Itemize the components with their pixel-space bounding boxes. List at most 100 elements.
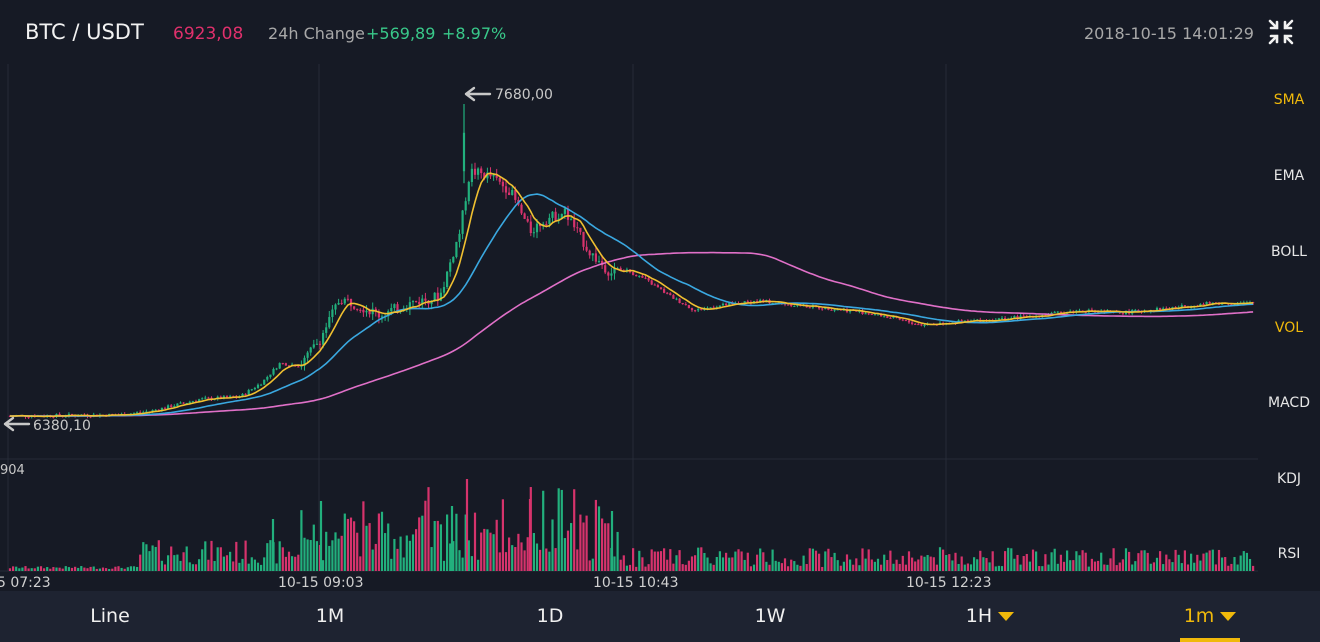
timeframe-1w-button[interactable]: 1W	[710, 591, 830, 642]
volume-bar	[297, 554, 300, 571]
arrow-left-icon	[3, 416, 31, 432]
volume-bar	[752, 564, 756, 571]
volume-bar	[542, 490, 545, 571]
volume-bar	[1174, 549, 1177, 571]
volume-bar	[15, 566, 18, 571]
volume-bar	[805, 564, 808, 571]
volume-bar	[173, 555, 176, 571]
volume-bar	[1056, 563, 1059, 571]
volume-bar	[294, 556, 297, 571]
volume-bar	[33, 568, 36, 571]
volume-bar	[356, 532, 359, 571]
volume-bar	[176, 554, 179, 571]
candle	[883, 316, 886, 318]
candle	[650, 280, 653, 285]
volume-bar	[1205, 552, 1208, 571]
candle	[167, 405, 170, 409]
volume-bar	[415, 529, 418, 571]
volume-bar	[319, 501, 323, 571]
candlestick-chart[interactable]: 7680,00 6380,10 904 5 07:23 10-15 09:03 10-1…	[0, 64, 1258, 591]
volume-bar	[976, 559, 979, 571]
volume-bar	[697, 547, 700, 571]
timeframe-1d-button[interactable]: 1D	[490, 591, 610, 642]
volume-bar	[985, 558, 988, 571]
volume-bar	[464, 514, 467, 571]
volume-bar	[1019, 564, 1022, 571]
candle	[511, 190, 514, 195]
candle	[498, 177, 501, 182]
volume-bar	[266, 543, 269, 571]
volume-bar	[325, 531, 328, 571]
volume-bar	[387, 523, 390, 571]
candle	[1159, 307, 1162, 311]
volume-bar	[1248, 558, 1252, 571]
timeframe-label: 1H	[965, 605, 993, 627]
volume-bar	[371, 549, 374, 571]
collapse-arrows-icon[interactable]	[1266, 18, 1296, 46]
indicator-rsi[interactable]: RSI	[1277, 546, 1301, 562]
volume-bar	[256, 562, 260, 571]
candle	[635, 274, 638, 277]
volume-bar	[824, 551, 827, 571]
indicator-macd[interactable]: MACD	[1268, 395, 1310, 411]
timeframe-1m-button[interactable]: 1m	[1150, 591, 1270, 642]
volume-bar	[64, 566, 67, 571]
volume-bar	[911, 557, 914, 571]
volume-bar	[18, 568, 21, 571]
volume-bar	[271, 519, 275, 571]
volume-bar	[709, 563, 712, 571]
volume-bar	[517, 533, 520, 571]
candle	[594, 253, 597, 262]
volume-bar	[427, 487, 430, 571]
candle	[250, 389, 253, 391]
volume-bar	[796, 564, 799, 571]
volume-bar	[966, 563, 969, 571]
candle	[160, 407, 163, 411]
volume-bar	[207, 559, 210, 571]
candle	[331, 309, 334, 318]
candle	[483, 173, 486, 179]
timeframe-label: 1M	[315, 605, 345, 627]
volume-bar	[1211, 549, 1214, 571]
volume-bar	[526, 537, 529, 571]
candle	[1004, 317, 1007, 321]
candle	[619, 268, 622, 271]
candle	[467, 181, 470, 202]
volume-bar	[201, 549, 204, 571]
indicator-sma[interactable]: SMA	[1273, 92, 1305, 108]
volume-bar	[247, 563, 250, 571]
volume-bar	[229, 551, 232, 571]
volume-bar	[452, 541, 455, 571]
volume-bar	[253, 559, 256, 571]
indicator-boll[interactable]: BOLL	[1271, 244, 1307, 260]
volume-bar	[774, 560, 777, 571]
volume-bar	[1152, 562, 1155, 571]
candle	[728, 303, 731, 306]
volume-bar	[802, 555, 805, 571]
volume-bar	[1075, 551, 1078, 571]
candle	[892, 316, 895, 318]
candle	[514, 190, 517, 200]
candle	[322, 332, 325, 345]
volume-bar	[465, 479, 469, 571]
indicator-kdj[interactable]: KDJ	[1276, 471, 1302, 487]
indicator-ema[interactable]: EMA	[1273, 168, 1305, 184]
timeframe-1m-button[interactable]: 1M	[270, 591, 390, 642]
volume-bar	[450, 506, 454, 571]
timeframe-1h-button[interactable]: 1H	[930, 591, 1050, 642]
chart-area[interactable]: 7680,00 6380,10 904 5 07:23 10-15 09:03 10-1…	[0, 64, 1258, 591]
volume-bar	[331, 540, 334, 571]
candle	[328, 317, 331, 328]
volume-bar	[269, 540, 272, 571]
candle	[182, 402, 185, 404]
volume-bar	[632, 548, 635, 571]
volume-bar	[61, 568, 64, 571]
indicator-vol[interactable]: VOL	[1274, 320, 1304, 336]
volume-bar	[793, 561, 796, 571]
candle	[911, 322, 914, 324]
timeframe-line-button[interactable]: Line	[50, 591, 170, 642]
volume-bar	[960, 556, 963, 571]
candle	[253, 387, 256, 390]
candle	[247, 390, 250, 395]
candle	[473, 168, 477, 175]
